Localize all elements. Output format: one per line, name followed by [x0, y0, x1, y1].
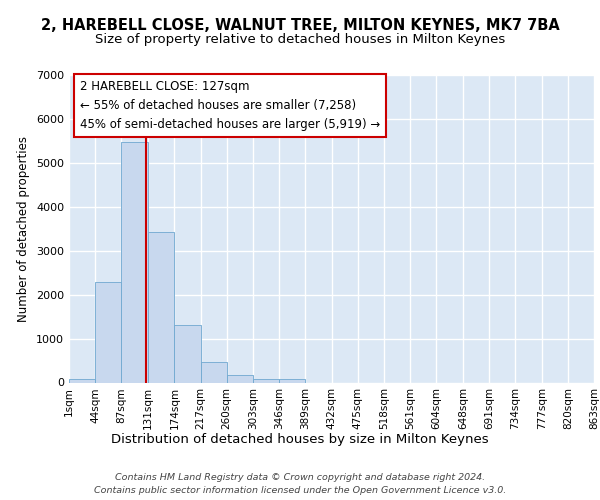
Text: Contains public sector information licensed under the Open Government Licence v3: Contains public sector information licen…: [94, 486, 506, 495]
Bar: [227, 376, 253, 382]
Bar: [95, 282, 121, 382]
Text: Distribution of detached houses by size in Milton Keynes: Distribution of detached houses by size …: [111, 432, 489, 446]
Bar: [253, 378, 279, 382]
Text: 2 HAREBELL CLOSE: 127sqm
← 55% of detached houses are smaller (7,258)
45% of sem: 2 HAREBELL CLOSE: 127sqm ← 55% of detach…: [79, 80, 380, 130]
Text: 2, HAREBELL CLOSE, WALNUT TREE, MILTON KEYNES, MK7 7BA: 2, HAREBELL CLOSE, WALNUT TREE, MILTON K…: [41, 18, 559, 32]
Bar: [279, 379, 305, 382]
Text: Size of property relative to detached houses in Milton Keynes: Size of property relative to detached ho…: [95, 32, 505, 46]
Y-axis label: Number of detached properties: Number of detached properties: [17, 136, 31, 322]
Bar: [69, 379, 95, 382]
Bar: [200, 362, 227, 382]
Bar: [121, 142, 148, 382]
Bar: [175, 324, 200, 382]
Bar: [148, 232, 175, 382]
Text: Contains HM Land Registry data © Crown copyright and database right 2024.: Contains HM Land Registry data © Crown c…: [115, 472, 485, 482]
